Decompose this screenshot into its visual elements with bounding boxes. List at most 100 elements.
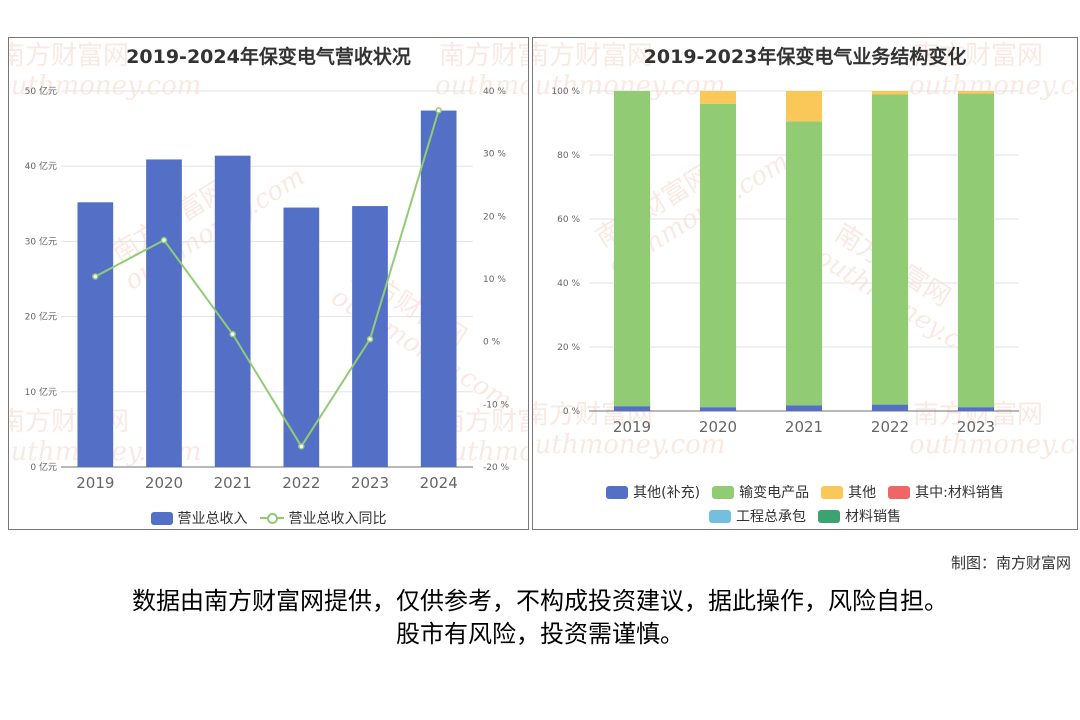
chart-credit: 制图：南方财富网 bbox=[950, 554, 1071, 572]
legend-swatch bbox=[150, 511, 173, 525]
x-tick-label: 2022 bbox=[871, 418, 909, 436]
stacked-bar-segment bbox=[871, 404, 909, 411]
stacked-bar-segment bbox=[957, 93, 995, 408]
legend-label: 营业总收入 bbox=[177, 511, 248, 527]
legend-label: 工程总承包 bbox=[736, 509, 806, 525]
legend-swatch bbox=[709, 509, 731, 523]
revenue-bar bbox=[214, 155, 251, 467]
legend-swatch bbox=[821, 485, 844, 499]
x-tick-label: 2022 bbox=[282, 474, 320, 492]
revenue-bar bbox=[420, 110, 457, 467]
revenue-chart-title: 2019-2024年保变电气营收状况 bbox=[126, 46, 411, 68]
legend-swatch bbox=[712, 485, 735, 499]
y-left-tick-label: 10 亿元 bbox=[25, 386, 57, 398]
legend-item[interactable]: 营业总收入同比 bbox=[259, 506, 387, 530]
y-tick-label: 80 % bbox=[557, 151, 580, 161]
stacked-bar-segment bbox=[871, 94, 909, 405]
revenue-bar bbox=[283, 207, 320, 467]
legend-item[interactable]: 其中:材料销售 bbox=[888, 480, 1004, 504]
revenue-bar bbox=[146, 159, 182, 467]
legend-item[interactable]: 输变电产品 bbox=[712, 480, 809, 504]
stacked-bar-segment bbox=[613, 91, 651, 407]
y-tick-label: 40 % bbox=[557, 279, 580, 289]
watermark-en-text: outhmoney.com bbox=[909, 430, 1077, 460]
yoy-point bbox=[435, 107, 442, 114]
stacked-bar-segment bbox=[699, 407, 737, 411]
legend-swatch bbox=[888, 485, 911, 499]
stacked-bar-segment bbox=[785, 405, 823, 411]
watermark-en-text: outhmoney.com bbox=[533, 430, 725, 460]
legend-label: 输变电产品 bbox=[739, 485, 810, 501]
stacked-bar-segment bbox=[957, 91, 995, 94]
legend-line-swatch bbox=[259, 511, 284, 525]
revenue-chart-svg: 南方财富网outhmoney.com南方财富网outhmoney.com南方财富… bbox=[9, 41, 528, 492]
y-left-tick-label: 20 亿元 bbox=[25, 311, 57, 323]
stacked-bar-segment bbox=[785, 121, 823, 406]
legend-label: 营业总收入同比 bbox=[288, 511, 387, 527]
x-tick-label: 2019 bbox=[613, 418, 651, 436]
yoy-point bbox=[366, 335, 374, 343]
legend-label: 材料销售 bbox=[845, 509, 901, 525]
yoy-point bbox=[229, 330, 236, 338]
watermark-cn-text: 南方财富网 bbox=[9, 41, 129, 71]
y-right-tick-label: -10 % bbox=[483, 400, 510, 410]
legend-swatch bbox=[606, 485, 629, 499]
legend-item[interactable]: 其他 bbox=[821, 480, 876, 504]
y-tick-label: 100 % bbox=[551, 87, 580, 97]
y-right-tick-label: 10 % bbox=[483, 275, 506, 285]
y-right-tick-label: -20 % bbox=[483, 463, 510, 473]
structure-chart-panel: 南方财富网outhmoney.com南方财富网outhmoney.com南方财富… bbox=[532, 37, 1078, 530]
y-right-tick-label: 30 % bbox=[483, 150, 506, 160]
stacked-bar-segment bbox=[957, 407, 995, 411]
disclaimer-line-1: 数据由南方财富网提供，仅供参考，不构成投资建议，据此操作，风险自担。 bbox=[132, 587, 948, 615]
legend-item[interactable]: 其他(补充) bbox=[606, 480, 700, 504]
watermark-en-text: outhmoney.com bbox=[435, 71, 528, 101]
legend-label: 其他 bbox=[848, 485, 877, 501]
stacked-bar-segment bbox=[613, 406, 651, 411]
structure-chart-svg: 南方财富网outhmoney.com南方财富网outhmoney.com南方财富… bbox=[533, 41, 1077, 460]
yoy-point bbox=[92, 273, 99, 280]
watermark-cn-text: 南方财富网 bbox=[913, 41, 1043, 71]
yoy-point bbox=[160, 236, 168, 244]
y-left-tick-label: 40 亿元 bbox=[25, 160, 57, 172]
structure-chart-title: 2019-2023年保变电气业务结构变化 bbox=[643, 46, 967, 68]
structure-chart-legend: 其他(补充) 输变电产品 其他 其中:材料销售工程总承包 材料销售 bbox=[533, 480, 1077, 528]
legend-label: 其他(补充) bbox=[633, 485, 701, 501]
y-left-tick-label: 50 亿元 bbox=[25, 85, 57, 97]
x-tick-label: 2020 bbox=[699, 418, 737, 436]
x-tick-label: 2019 bbox=[76, 474, 114, 492]
watermark-en-text: outhmoney.com bbox=[9, 71, 201, 101]
stacked-bar-segment bbox=[871, 91, 909, 95]
y-right-tick-label: 0 % bbox=[483, 338, 501, 348]
legend-label: 其中:材料销售 bbox=[915, 485, 1004, 501]
yoy-point bbox=[298, 443, 305, 450]
y-right-tick-label: 20 % bbox=[483, 212, 506, 222]
x-tick-label: 2021 bbox=[214, 474, 252, 492]
watermark-cn-text: 南方财富网 bbox=[533, 41, 653, 71]
y-tick-label: 60 % bbox=[557, 215, 580, 225]
stacked-bar-segment bbox=[785, 91, 823, 122]
legend-swatch bbox=[818, 509, 840, 523]
x-tick-label: 2021 bbox=[785, 418, 823, 436]
legend-item[interactable]: 营业总收入 bbox=[150, 506, 248, 530]
yoy-line bbox=[94, 110, 440, 449]
legend-item[interactable]: 工程总承包 bbox=[709, 504, 806, 528]
disclaimer-line-2: 股市有风险，投资需谨慎。 bbox=[396, 620, 684, 648]
revenue-chart-panel: 南方财富网outhmoney.com南方财富网outhmoney.com南方财富… bbox=[8, 37, 529, 530]
x-tick-label: 2023 bbox=[351, 474, 389, 492]
y-tick-label: 20 % bbox=[557, 343, 580, 353]
y-left-tick-label: 30 亿元 bbox=[25, 235, 57, 247]
stacked-bar-segment bbox=[699, 91, 737, 104]
legend-item[interactable]: 材料销售 bbox=[818, 504, 901, 528]
revenue-bar bbox=[77, 202, 114, 467]
y-tick-label: 0 % bbox=[563, 407, 581, 417]
y-left-tick-label: 0 亿元 bbox=[30, 461, 57, 473]
x-tick-label: 2023 bbox=[957, 418, 995, 436]
revenue-chart-legend: 营业总收入 营业总收入同比 bbox=[9, 506, 528, 530]
x-tick-label: 2024 bbox=[420, 474, 458, 492]
stacked-bar-segment bbox=[699, 103, 737, 408]
